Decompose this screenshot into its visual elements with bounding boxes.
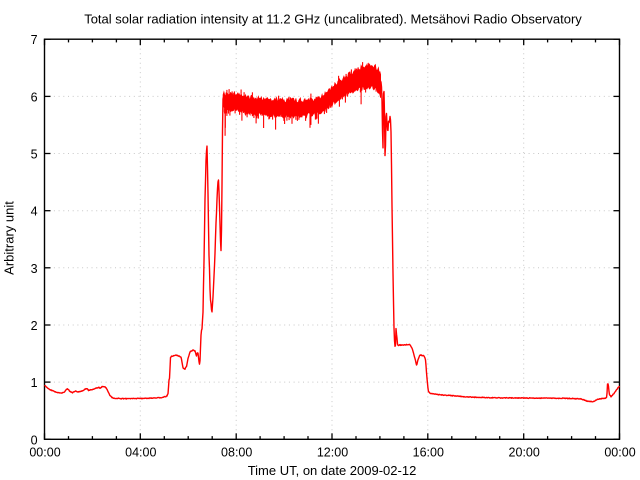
svg-text:7: 7: [31, 33, 38, 47]
svg-text:00:00: 00:00: [604, 445, 635, 459]
svg-text:6: 6: [31, 90, 38, 104]
svg-text:16:00: 16:00: [413, 445, 444, 459]
svg-text:4: 4: [31, 205, 38, 219]
svg-text:Arbitrary unit: Arbitrary unit: [2, 201, 17, 275]
svg-text:5: 5: [31, 148, 38, 162]
svg-text:04:00: 04:00: [125, 445, 156, 459]
svg-text:12:00: 12:00: [317, 445, 348, 459]
svg-text:3: 3: [31, 262, 38, 276]
svg-text:Time UT, on date 2009-02-12: Time UT, on date 2009-02-12: [248, 463, 417, 478]
svg-text:Total solar radiation intensit: Total solar radiation intensity at 11.2 …: [84, 12, 582, 27]
svg-text:00:00: 00:00: [29, 445, 60, 459]
svg-text:1: 1: [31, 376, 38, 390]
svg-text:0: 0: [31, 433, 38, 447]
svg-text:08:00: 08:00: [221, 445, 252, 459]
svg-text:2: 2: [31, 319, 38, 333]
svg-text:20:00: 20:00: [509, 445, 540, 459]
